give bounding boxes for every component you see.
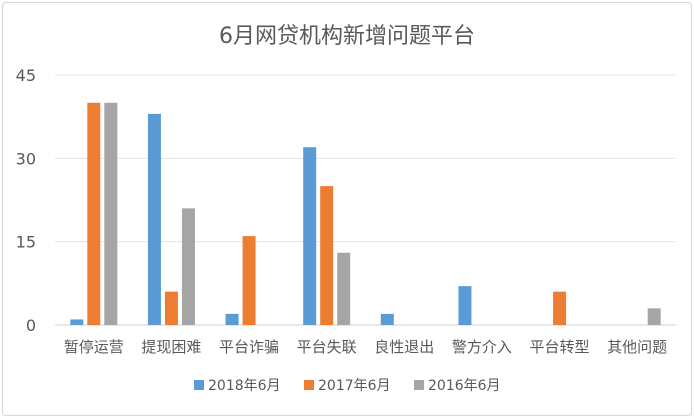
bar-3-1 [104, 102, 118, 326]
y-tick-label: 0 [26, 316, 36, 335]
y-axis-tick-labels: 0 15 30 45 [16, 66, 36, 335]
x-category-label: 平台失联 [297, 338, 357, 356]
bar-2-4 [320, 186, 334, 325]
bar-1-4 [303, 147, 317, 325]
x-category-label: 其他问题 [607, 338, 667, 356]
chart-title: 6月网贷机构新增问题平台 [219, 24, 475, 49]
bar-1-2 [147, 113, 161, 325]
legend-swatch [414, 380, 424, 390]
legend-swatch [194, 380, 204, 390]
y-tick-label: 45 [16, 66, 36, 85]
bar-1-3 [225, 313, 239, 325]
x-category-label: 警方介入 [452, 338, 512, 356]
legend-label: 2018年6月 [208, 378, 281, 394]
bar-3-8 [647, 308, 661, 325]
x-axis-category-labels: 暂停运营 提现困难 平台诈骗 平台失联 良性退出 警方介入 平台转型 其他问题 [64, 338, 667, 356]
bar-1-6 [458, 286, 472, 325]
bar-2-3 [242, 236, 256, 325]
bar-2-1 [87, 102, 101, 326]
x-category-label: 平台转型 [530, 338, 590, 356]
x-category-label: 良性退出 [374, 338, 434, 356]
bar-1-5 [380, 313, 394, 325]
bar-3-4 [337, 252, 351, 325]
legend-label: 2017年6月 [318, 378, 391, 394]
bar-2-7 [553, 291, 567, 325]
bar-2-2 [164, 291, 178, 325]
y-tick-label: 15 [16, 233, 36, 252]
bar-1-1 [70, 319, 84, 325]
bar-3-2 [181, 208, 195, 325]
legend: 2018年6月 2017年6月 2016年6月 [194, 378, 501, 394]
legend-label: 2016年6月 [428, 378, 501, 394]
x-category-label: 平台诈骗 [219, 338, 279, 356]
bars [70, 102, 661, 326]
x-category-label: 暂停运营 [64, 338, 124, 356]
x-category-label: 提现困难 [141, 338, 201, 356]
legend-swatch [304, 380, 314, 390]
y-tick-label: 30 [16, 149, 36, 168]
